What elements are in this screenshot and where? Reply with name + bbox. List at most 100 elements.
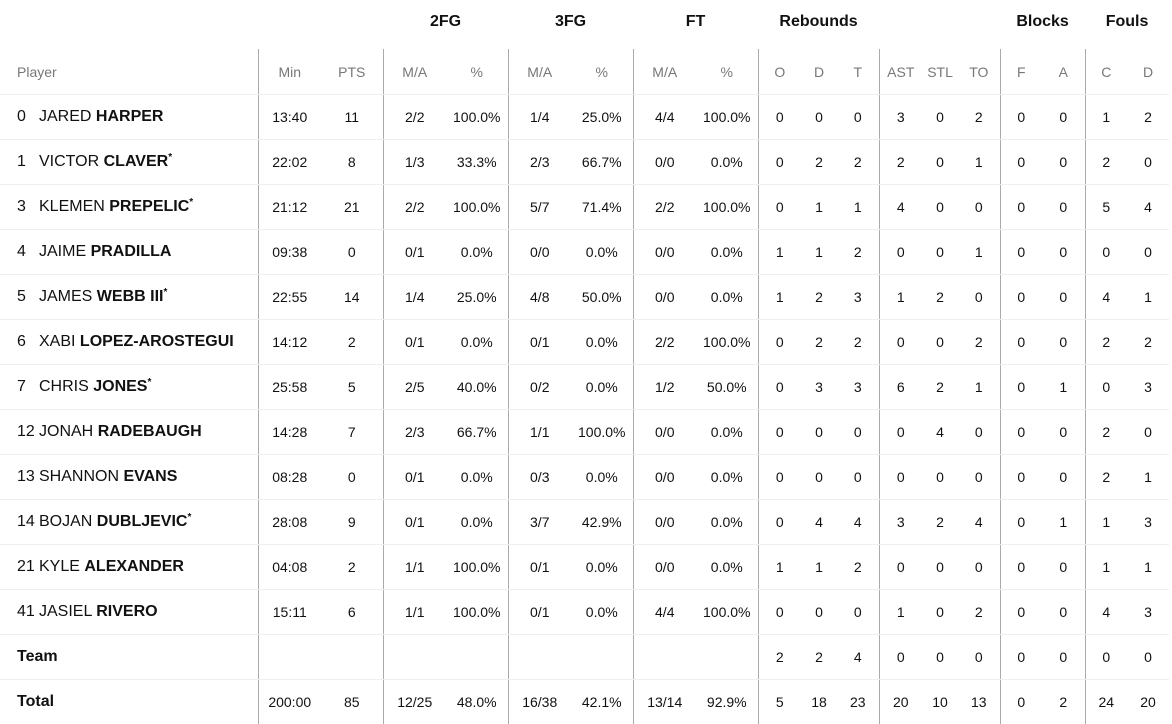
stat-cell: 0 <box>922 230 958 275</box>
column-header[interactable]: AST <box>879 49 922 95</box>
stat-cell <box>696 635 758 680</box>
column-header[interactable]: M/A <box>508 49 571 95</box>
column-header[interactable]: D <box>801 49 837 95</box>
column-header[interactable]: PTS <box>321 49 383 95</box>
stat-cell: 04:08 <box>258 545 321 590</box>
stat-cell: 13:40 <box>258 95 321 140</box>
stat-cell: 0 <box>879 635 922 680</box>
stat-cell: 1 <box>958 230 1000 275</box>
stat-cell: 0/1 <box>508 590 571 635</box>
stat-cell: 0 <box>879 230 922 275</box>
stat-cell: 1 <box>801 185 837 230</box>
stat-cell: 1 <box>1085 95 1127 140</box>
column-header[interactable]: C <box>1085 49 1127 95</box>
column-header[interactable]: TO <box>958 49 1000 95</box>
column-header[interactable]: D <box>1127 49 1169 95</box>
player-last-name[interactable]: HARPER <box>96 108 164 125</box>
group-header-row: 2FG 3FG FT Rebounds Blocks Fouls <box>0 0 1169 49</box>
player-last-name[interactable]: PRADILLA <box>91 243 172 260</box>
player-first-name: CHRIS <box>39 378 89 395</box>
player-number: 5 <box>17 288 39 306</box>
player-last-name[interactable]: ALEXANDER <box>84 558 184 575</box>
stat-cell: 3 <box>837 275 879 320</box>
column-header[interactable]: O <box>758 49 801 95</box>
stat-cell: 2 <box>922 365 958 410</box>
stat-cell: 0 <box>1000 275 1042 320</box>
player-last-name[interactable]: RADEBAUGH <box>98 423 202 440</box>
column-header[interactable]: % <box>696 49 758 95</box>
stat-cell: 50.0% <box>571 275 633 320</box>
stat-cell: 0.0% <box>446 230 508 275</box>
player-last-name[interactable]: CLAVER <box>104 153 169 170</box>
stat-cell <box>633 635 696 680</box>
stat-cell: 0 <box>922 545 958 590</box>
stat-cell: 0 <box>1042 275 1085 320</box>
column-header[interactable]: T <box>837 49 879 95</box>
column-header[interactable]: Min <box>258 49 321 95</box>
stat-cell: 0 <box>1000 95 1042 140</box>
column-header[interactable]: % <box>446 49 508 95</box>
player-last-name[interactable]: JONES <box>93 378 147 395</box>
stat-cell: 0 <box>922 95 958 140</box>
starter-marker: * <box>187 512 191 523</box>
stat-cell: 0 <box>958 185 1000 230</box>
player-last-name[interactable]: LOPEZ-AROSTEGUI <box>80 333 234 350</box>
player-first-name: JAMES <box>39 288 92 305</box>
stat-cell: 22:55 <box>258 275 321 320</box>
stat-cell: 0 <box>879 320 922 365</box>
stat-cell: 6 <box>321 590 383 635</box>
stat-cell: 2 <box>758 635 801 680</box>
player-number: 12 <box>17 423 39 441</box>
player-last-name[interactable]: RIVERO <box>96 603 157 620</box>
player-last-name[interactable]: DUBLJEVIC <box>97 513 188 530</box>
stat-cell: 0.0% <box>571 590 633 635</box>
stat-cell: 1/3 <box>383 140 446 185</box>
stat-cell: 1 <box>1042 500 1085 545</box>
player-last-name[interactable]: WEBB III <box>97 288 164 305</box>
column-header[interactable]: % <box>571 49 633 95</box>
column-header[interactable]: STL <box>922 49 958 95</box>
stat-cell: 0 <box>1042 185 1085 230</box>
stat-cell: 20 <box>879 680 922 724</box>
stat-cell: 1 <box>958 365 1000 410</box>
stat-cell: 4 <box>1127 185 1169 230</box>
stat-cell: 0 <box>1042 590 1085 635</box>
stat-cell: 3 <box>837 365 879 410</box>
stat-cell: 09:38 <box>258 230 321 275</box>
column-header[interactable]: A <box>1042 49 1085 95</box>
stat-cell: 42.1% <box>571 680 633 724</box>
stat-cell: 2 <box>879 140 922 185</box>
column-header[interactable]: F <box>1000 49 1042 95</box>
stat-cell: 13 <box>958 680 1000 724</box>
column-header[interactable]: M/A <box>633 49 696 95</box>
stat-cell: 1 <box>801 230 837 275</box>
stat-cell: 3 <box>1127 590 1169 635</box>
player-last-name[interactable]: EVANS <box>123 468 177 485</box>
player-number: 7 <box>17 378 39 396</box>
stat-cell: 0 <box>837 410 879 455</box>
stat-cell: 08:28 <box>258 455 321 500</box>
stat-cell: 1/1 <box>383 545 446 590</box>
stat-cell: 2 <box>801 140 837 185</box>
stat-cell <box>383 635 446 680</box>
stat-cell: 5 <box>1085 185 1127 230</box>
stat-cell: 48.0% <box>446 680 508 724</box>
stat-cell: 0.0% <box>696 230 758 275</box>
column-header[interactable]: M/A <box>383 49 446 95</box>
stat-cell: 1 <box>1127 275 1169 320</box>
player-last-name[interactable]: PREPELIC <box>109 198 189 215</box>
